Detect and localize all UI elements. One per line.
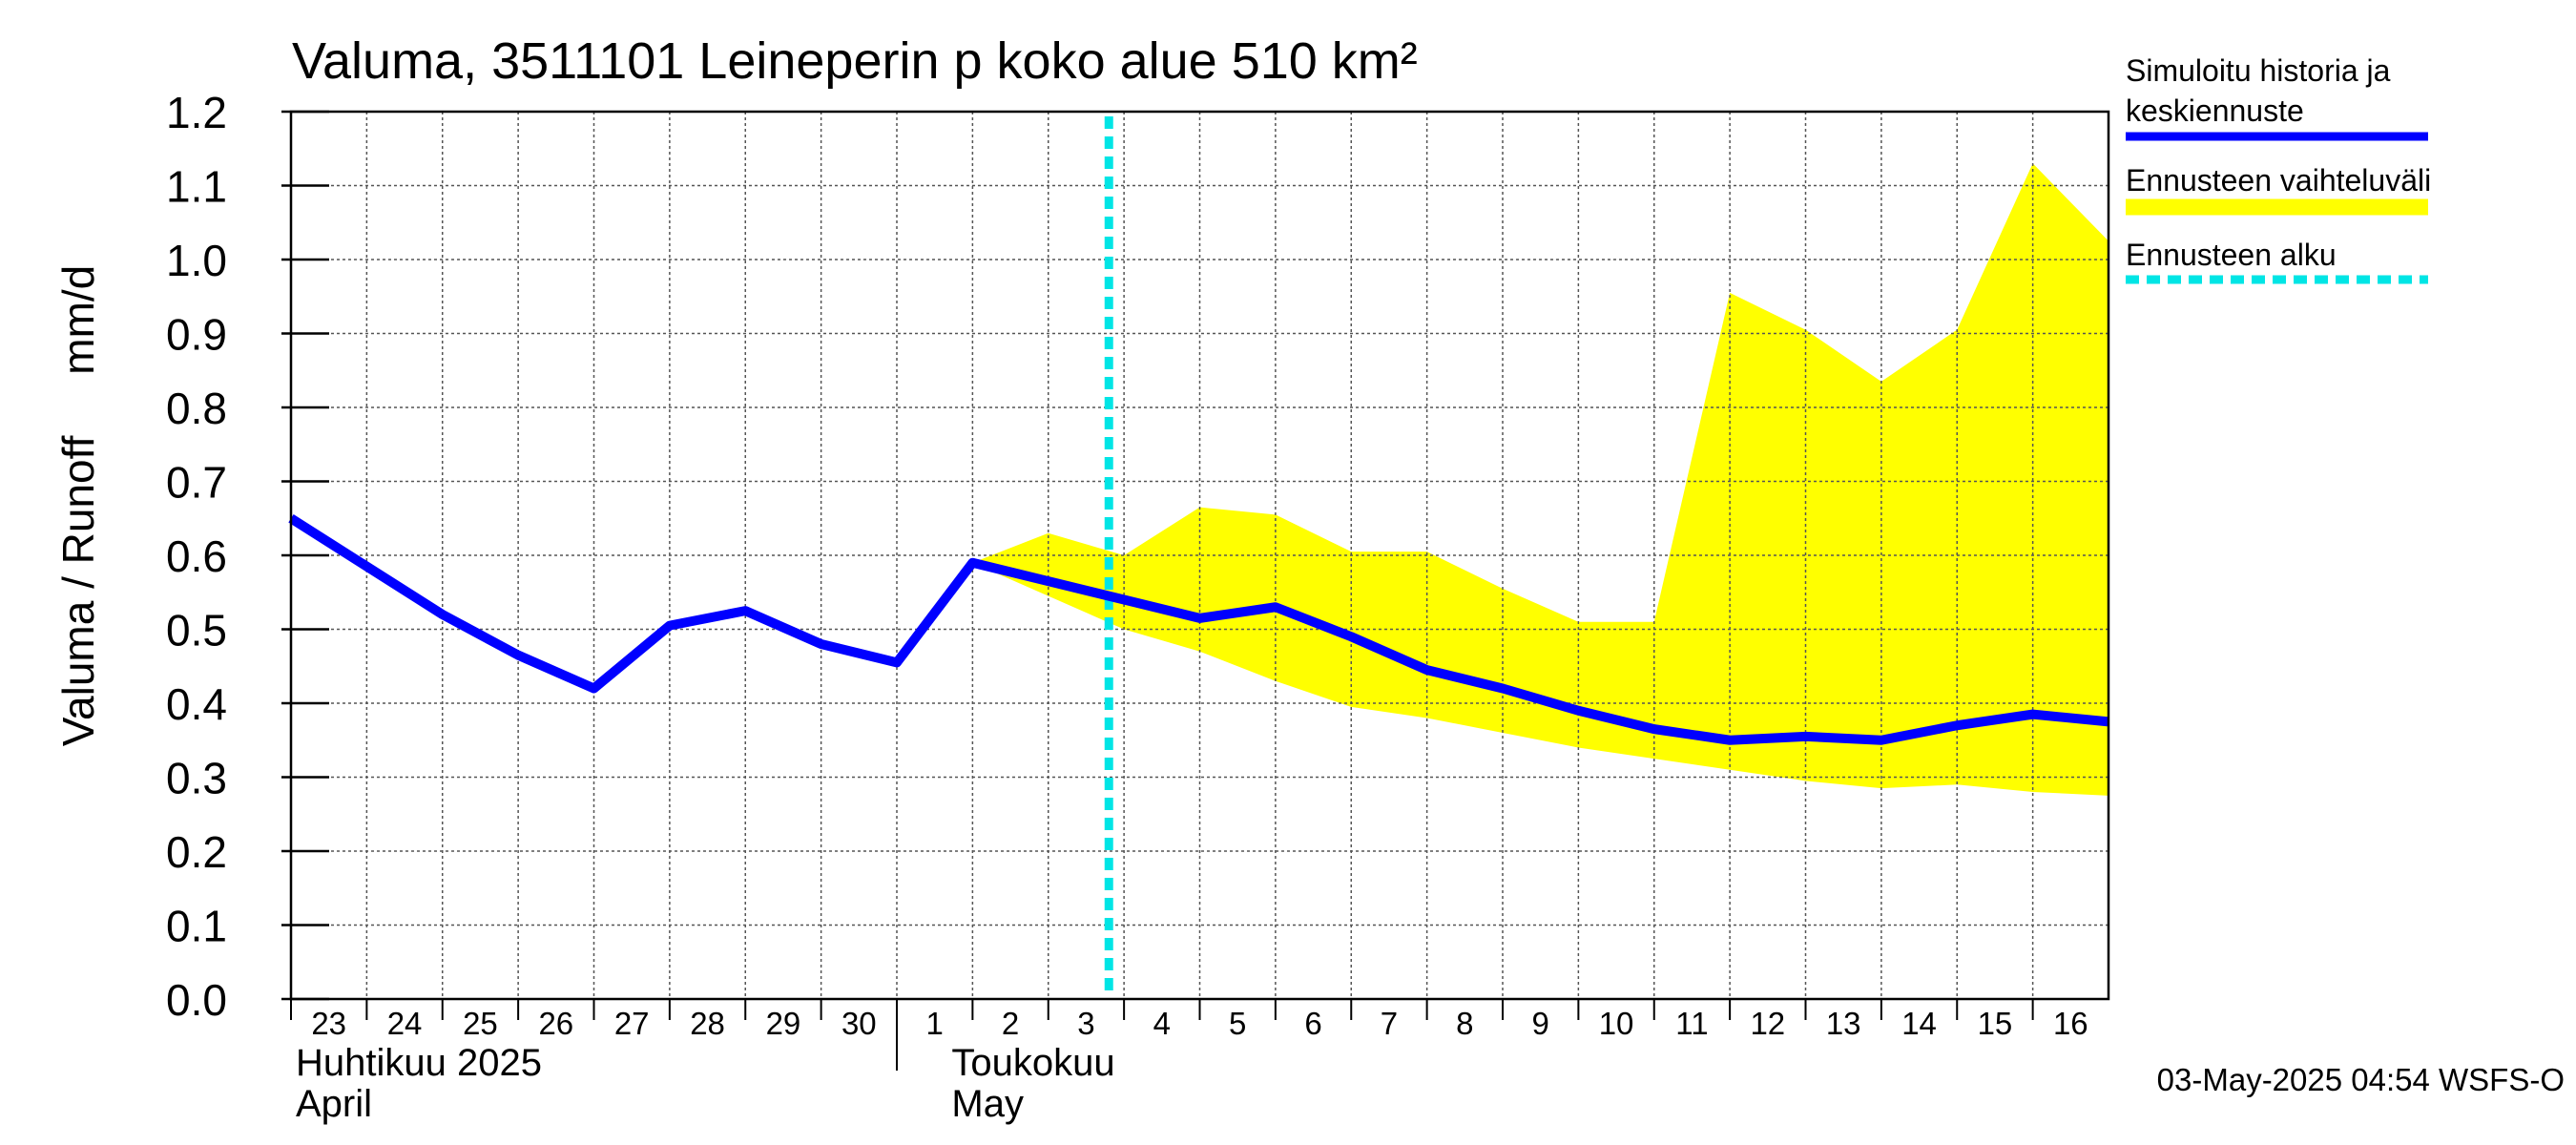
legend-label: Ennusteen alku: [2126, 238, 2337, 272]
y-tick-label: 0.5: [166, 606, 227, 656]
y-tick-label: 0.4: [166, 679, 227, 729]
x-day-label: 11: [1675, 1006, 1708, 1041]
y-tick-label: 0.9: [166, 310, 227, 360]
legend: Simuloitu historia ja keskiennuste Ennuste…: [2126, 53, 2431, 284]
x-day-label: 29: [766, 1006, 801, 1041]
plot-area: [288, 111, 2109, 1000]
month-label-fi: Toukokuu: [951, 1042, 1114, 1084]
y-tick-label: 0.0: [166, 975, 227, 1025]
y-tick-label: 0.2: [166, 827, 227, 877]
x-day-label: 6: [1304, 1006, 1321, 1041]
x-day-label: 8: [1456, 1006, 1473, 1041]
x-day-label: 28: [690, 1006, 725, 1041]
legend-label: keskiennuste: [2126, 94, 2304, 128]
x-day-label: 27: [614, 1006, 650, 1041]
x-day-label: 12: [1750, 1006, 1785, 1041]
x-day-label: 1: [926, 1006, 944, 1041]
x-day-label: 23: [311, 1006, 346, 1041]
x-day-label: 15: [1978, 1006, 2013, 1041]
axes: 0.0 0.1 0.2 0.3 0.4 0.5 0.6 0.7 0.8 0.9 1.0 1.1 1.2 2…: [166, 88, 2110, 1125]
x-day-label: 10: [1599, 1006, 1634, 1041]
x-day-label: 30: [841, 1006, 877, 1041]
month-label-en: May: [951, 1083, 1024, 1125]
y-axis-label: Valuma / Runoff mm/d: [53, 265, 103, 747]
month-label-fi: Huhtikuu 2025: [296, 1042, 542, 1084]
x-day-label: 3: [1077, 1006, 1094, 1041]
x-day-label: 25: [463, 1006, 498, 1041]
x-day-label: 14: [1901, 1006, 1937, 1041]
y-tick-label: 1.0: [166, 236, 227, 285]
x-day-label: 2: [1002, 1006, 1019, 1041]
x-day-label: 7: [1381, 1006, 1398, 1041]
x-day-label: 24: [387, 1006, 423, 1041]
y-tick-label: 0.7: [166, 458, 227, 508]
y-tick-label: 0.3: [166, 754, 227, 803]
y-tick-label: 1.1: [166, 162, 227, 212]
legend-label: Simuloitu historia ja: [2126, 53, 2391, 88]
x-day-label: 5: [1229, 1006, 1246, 1041]
month-label-en: April: [296, 1083, 372, 1125]
x-day-label: 9: [1532, 1006, 1549, 1041]
x-day-label: 16: [2053, 1006, 2088, 1041]
series-line-simulated: [288, 514, 2109, 745]
x-day-label: 26: [538, 1006, 573, 1041]
chart-title: Valuma, 3511101 Leineperin p koko alue 5…: [292, 32, 1418, 90]
y-tick-label: 0.1: [166, 902, 227, 951]
x-day-label: 4: [1153, 1006, 1171, 1041]
forecast-range-band: [972, 163, 2109, 796]
x-day-label: 13: [1826, 1006, 1861, 1041]
footer-timestamp: 03-May-2025 04:54 WSFS-O: [2157, 1062, 2565, 1097]
y-tick-label: 0.6: [166, 531, 227, 581]
y-tick-label: 1.2: [166, 88, 227, 137]
y-tick-label: 0.8: [166, 384, 227, 433]
legend-label: Ennusteen vaihteluväli: [2126, 163, 2431, 198]
